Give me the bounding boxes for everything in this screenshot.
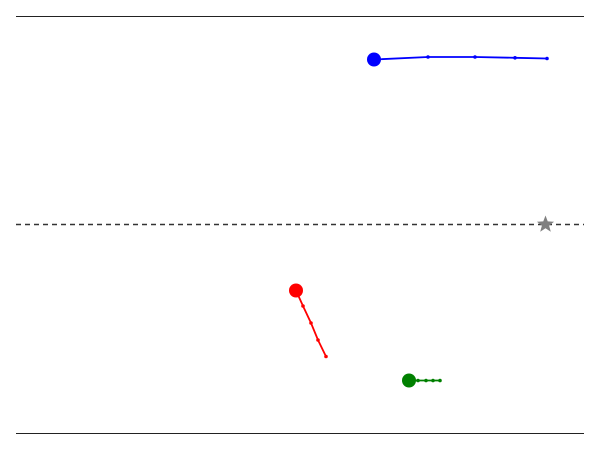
trail-red-point [301,304,305,308]
trail-red [289,283,328,359]
trail-green-point [438,378,442,383]
trail-green-point [416,378,420,383]
trail-red-point [324,354,328,359]
trail-red-point [309,321,313,325]
star-marker [536,215,555,232]
trail-green-point [431,378,435,383]
trail-blue-point [545,56,549,61]
trail-blue-point [513,56,517,60]
trail-red-point [316,338,320,342]
trail-blue-head [367,52,381,67]
trail-green [402,373,442,388]
trail-green-head [402,373,416,388]
trail-blue [367,52,549,67]
trail-blue-path [373,56,548,61]
trail-green-point [424,378,428,383]
trail-red-head [289,283,303,298]
trail-blue-point [473,55,477,59]
trail-blue-point [426,55,430,59]
